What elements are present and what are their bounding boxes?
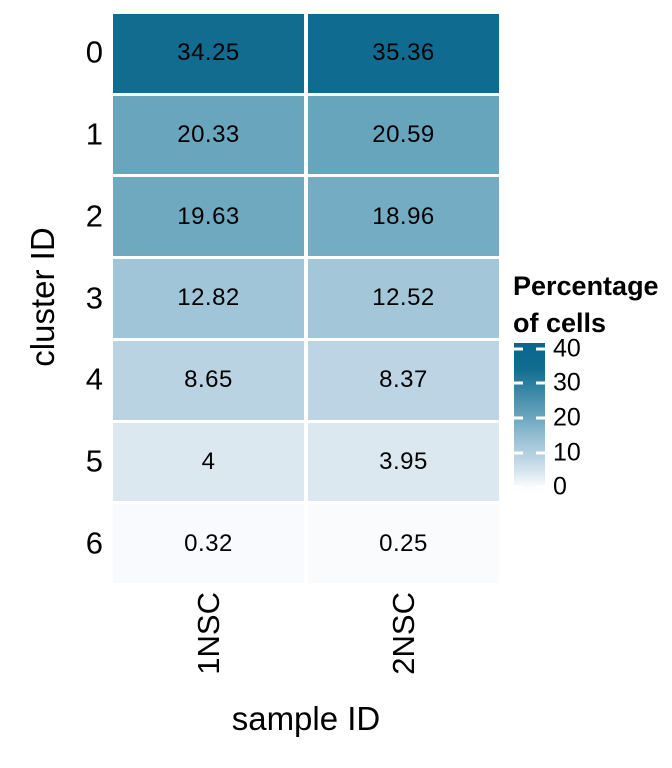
y-axis-title: cluster ID — [24, 227, 61, 367]
legend-title-line2: of cells — [513, 308, 607, 338]
legend-tick-mark — [514, 381, 523, 385]
cell-value-label: 18.96 — [372, 202, 435, 230]
legend-tick-label: 30 — [553, 368, 581, 397]
x-axis-title: sample ID — [231, 700, 381, 737]
cell-value-label: 3.95 — [379, 447, 428, 475]
heatmap-cell: 34.25 — [113, 14, 304, 93]
legend-tick-label: 10 — [553, 438, 581, 467]
legend-tick-mark — [536, 347, 545, 351]
cell-value-label: 0.32 — [184, 529, 233, 557]
legend-title: Percentage of cells — [513, 268, 659, 342]
heatmap-cell: 4 — [113, 422, 304, 502]
heatmap-grid: 34.25 35.36 20.33 20.59 19.63 18.96 12.82 12.52… — [113, 14, 499, 583]
y-tick-label: 0 — [85, 34, 103, 70]
legend-tick-label: 40 — [553, 334, 581, 363]
cell-value-label: 35.36 — [372, 39, 435, 67]
y-tick-label: 6 — [85, 524, 103, 560]
heatmap-cell: 12.82 — [113, 259, 304, 338]
cell-value-label: 20.33 — [177, 121, 240, 149]
legend-title-line1: Percentage — [513, 271, 659, 301]
y-tick-label: 5 — [85, 443, 103, 479]
cell-value-label: 4 — [201, 447, 216, 475]
heatmap-cell: 20.33 — [113, 95, 304, 175]
legend-tick-mark — [536, 381, 545, 385]
heatmap-cell: 18.96 — [308, 177, 499, 257]
cell-value-label: 12.52 — [372, 284, 435, 312]
x-tick-label: 2NSC — [385, 592, 421, 675]
x-tick-label: 1NSC — [190, 592, 226, 675]
cell-value-label: 8.65 — [184, 366, 233, 394]
cell-value-label: 12.82 — [177, 284, 240, 312]
heatmap-cell: 19.63 — [113, 177, 304, 257]
legend-tick-mark — [536, 416, 545, 420]
legend-tick-mark — [514, 485, 523, 489]
legend-tick-mark — [514, 416, 523, 420]
legend-tick-mark — [514, 451, 523, 455]
legend-tick-label: 0 — [553, 472, 567, 501]
legend-tick-mark — [536, 485, 545, 489]
cell-value-label: 20.59 — [372, 121, 435, 149]
heatmap-cell: 35.36 — [308, 14, 499, 93]
y-tick-label: 2 — [85, 198, 103, 234]
heatmap-cell: 0.32 — [113, 504, 304, 583]
cell-value-label: 34.25 — [177, 39, 240, 67]
cell-value-label: 19.63 — [177, 202, 240, 230]
heatmap-cell: 0.25 — [308, 504, 499, 583]
y-tick-label: 1 — [85, 116, 103, 152]
heatmap-cell: 12.52 — [308, 259, 499, 338]
heatmap-cell: 8.37 — [308, 340, 499, 420]
y-tick-label: 4 — [85, 361, 103, 397]
legend-tick-label: 20 — [553, 403, 581, 432]
cell-value-label: 8.37 — [379, 366, 428, 394]
heatmap-cell: 20.59 — [308, 95, 499, 175]
cell-value-label: 0.25 — [379, 529, 428, 557]
legend-tick-mark — [536, 451, 545, 455]
legend-tick-mark — [514, 347, 523, 351]
y-tick-label: 3 — [85, 279, 103, 315]
heatmap-cell: 3.95 — [308, 422, 499, 502]
heatmap-cell: 8.65 — [113, 340, 304, 420]
